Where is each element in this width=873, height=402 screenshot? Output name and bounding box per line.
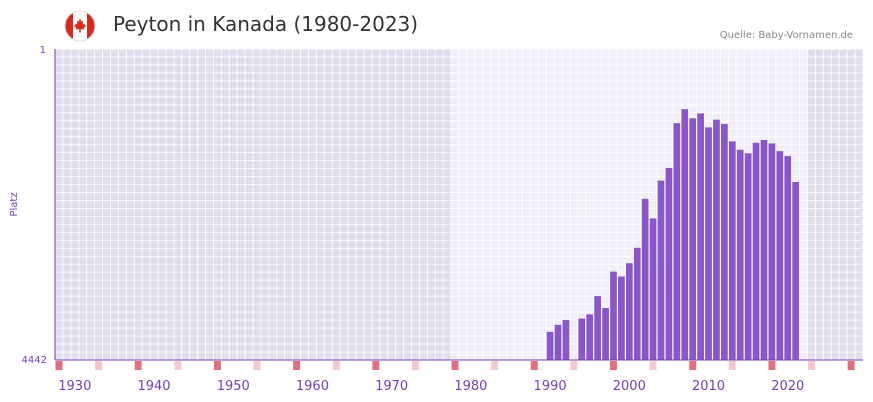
bar-2010 — [705, 127, 712, 360]
x-tick-label-1930: 1930 — [58, 379, 91, 394]
marker-major — [293, 361, 301, 370]
bar-2009 — [697, 113, 704, 360]
bar-1992 — [562, 319, 570, 360]
bar-1999 — [618, 276, 625, 360]
axes — [54, 49, 863, 361]
chart-title: Peyton in Kanada (1980-2023) — [113, 12, 419, 36]
bar-2007 — [681, 109, 689, 360]
x-tick-label-1940: 1940 — [137, 379, 170, 394]
marker-minor — [174, 361, 182, 370]
bar-1995 — [586, 314, 594, 360]
marker-minor — [808, 361, 815, 370]
x-tick-label-1970: 1970 — [375, 379, 408, 394]
bar-1990 — [546, 331, 554, 360]
bar-2008 — [689, 118, 697, 361]
canada-flag-icon — [64, 10, 96, 46]
bar-1998 — [610, 271, 617, 360]
y-tick-label-top: 1 — [40, 45, 46, 56]
bar-2018 — [768, 143, 776, 360]
marker-major — [847, 361, 855, 370]
bar-2017 — [760, 139, 768, 360]
x-tick-label-1950: 1950 — [217, 379, 250, 394]
bar-2002 — [641, 198, 649, 360]
bar-2015 — [744, 153, 752, 360]
decade-markers — [55, 361, 855, 370]
bar-1996 — [594, 296, 601, 360]
bar-2019 — [776, 151, 784, 360]
plot-grid — [54, 48, 864, 361]
marker-major — [451, 361, 459, 370]
marker-minor — [649, 361, 657, 370]
bar-2006 — [673, 123, 681, 360]
x-tick-label-1960: 1960 — [296, 379, 329, 394]
bar-2001 — [633, 247, 641, 360]
bar-2014 — [736, 149, 744, 360]
marker-major — [530, 361, 538, 370]
marker-major — [213, 361, 221, 370]
x-tick-label-2020: 2020 — [771, 379, 804, 394]
marker-minor — [728, 361, 736, 370]
marker-minor — [95, 361, 103, 370]
bar-2000 — [625, 263, 633, 360]
bar-2021 — [792, 181, 800, 360]
bar-1997 — [602, 308, 609, 360]
x-tick-label-2000: 2000 — [613, 379, 646, 394]
bar-2005 — [665, 167, 673, 360]
bar-2020 — [784, 156, 792, 360]
bar-2013 — [728, 141, 736, 360]
marker-major — [372, 361, 380, 370]
bar-2012 — [721, 123, 728, 360]
bar-1991 — [554, 324, 562, 360]
marker-minor — [491, 361, 499, 370]
y-axis-title: Platz — [9, 192, 20, 216]
marker-major — [768, 361, 776, 370]
bar-1994 — [578, 318, 586, 360]
marker-minor — [332, 361, 340, 370]
y-tick-label-bottom: 4442 — [22, 355, 47, 366]
bar-series — [546, 109, 800, 361]
bar-2004 — [657, 180, 665, 360]
bar-2016 — [752, 142, 760, 360]
marker-major — [689, 361, 697, 370]
x-tick-label-1990: 1990 — [534, 379, 567, 394]
marker-major — [55, 361, 63, 370]
tick-labels: 1 4442 Platz 1930 1940 1950 1960 1970 1980 1990 20… — [9, 45, 804, 394]
marker-minor — [253, 361, 261, 370]
marker-major — [134, 361, 142, 370]
bar-2003 — [649, 218, 657, 360]
marker-major — [610, 361, 617, 370]
x-tick-label-1980: 1980 — [454, 379, 487, 394]
x-tick-label-2010: 2010 — [692, 379, 725, 394]
marker-minor — [570, 361, 578, 370]
source-link[interactable]: Quelle: Baby-Vornamen.de — [719, 30, 853, 41]
bar-2011 — [713, 119, 720, 360]
marker-minor — [411, 361, 419, 370]
